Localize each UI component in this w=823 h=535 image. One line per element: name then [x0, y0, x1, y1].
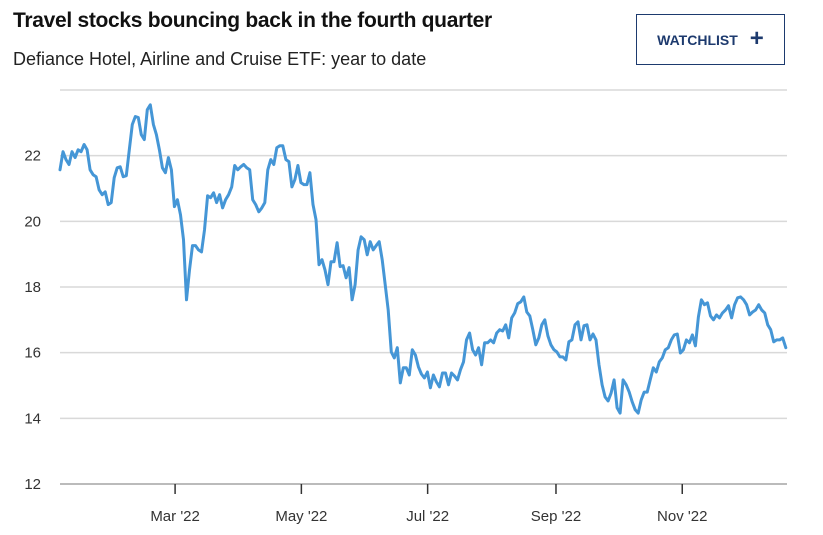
y-tick-label: 20	[24, 213, 41, 230]
y-tick-label: 14	[24, 410, 41, 427]
x-tick-label: May '22	[275, 508, 327, 525]
watchlist-button[interactable]: WATCHLIST +	[636, 14, 785, 65]
y-tick-label: 18	[24, 279, 41, 296]
x-tick-label: Sep '22	[531, 508, 581, 525]
y-tick-label: 16	[24, 345, 41, 362]
chart-title: Travel stocks bouncing back in the fourt…	[13, 9, 492, 32]
x-tick-label: Nov '22	[657, 508, 707, 525]
y-tick-label: 12	[24, 476, 41, 493]
chart-subtitle: Defiance Hotel, Airline and Cruise ETF: …	[13, 49, 427, 69]
plus-icon: +	[749, 24, 764, 52]
series-line-etf	[58, 103, 788, 415]
y-tick-label: 22	[24, 148, 41, 165]
x-tick-label: Mar '22	[150, 508, 200, 525]
x-tick-label: Jul '22	[406, 508, 449, 525]
watchlist-label: WATCHLIST	[657, 31, 738, 48]
